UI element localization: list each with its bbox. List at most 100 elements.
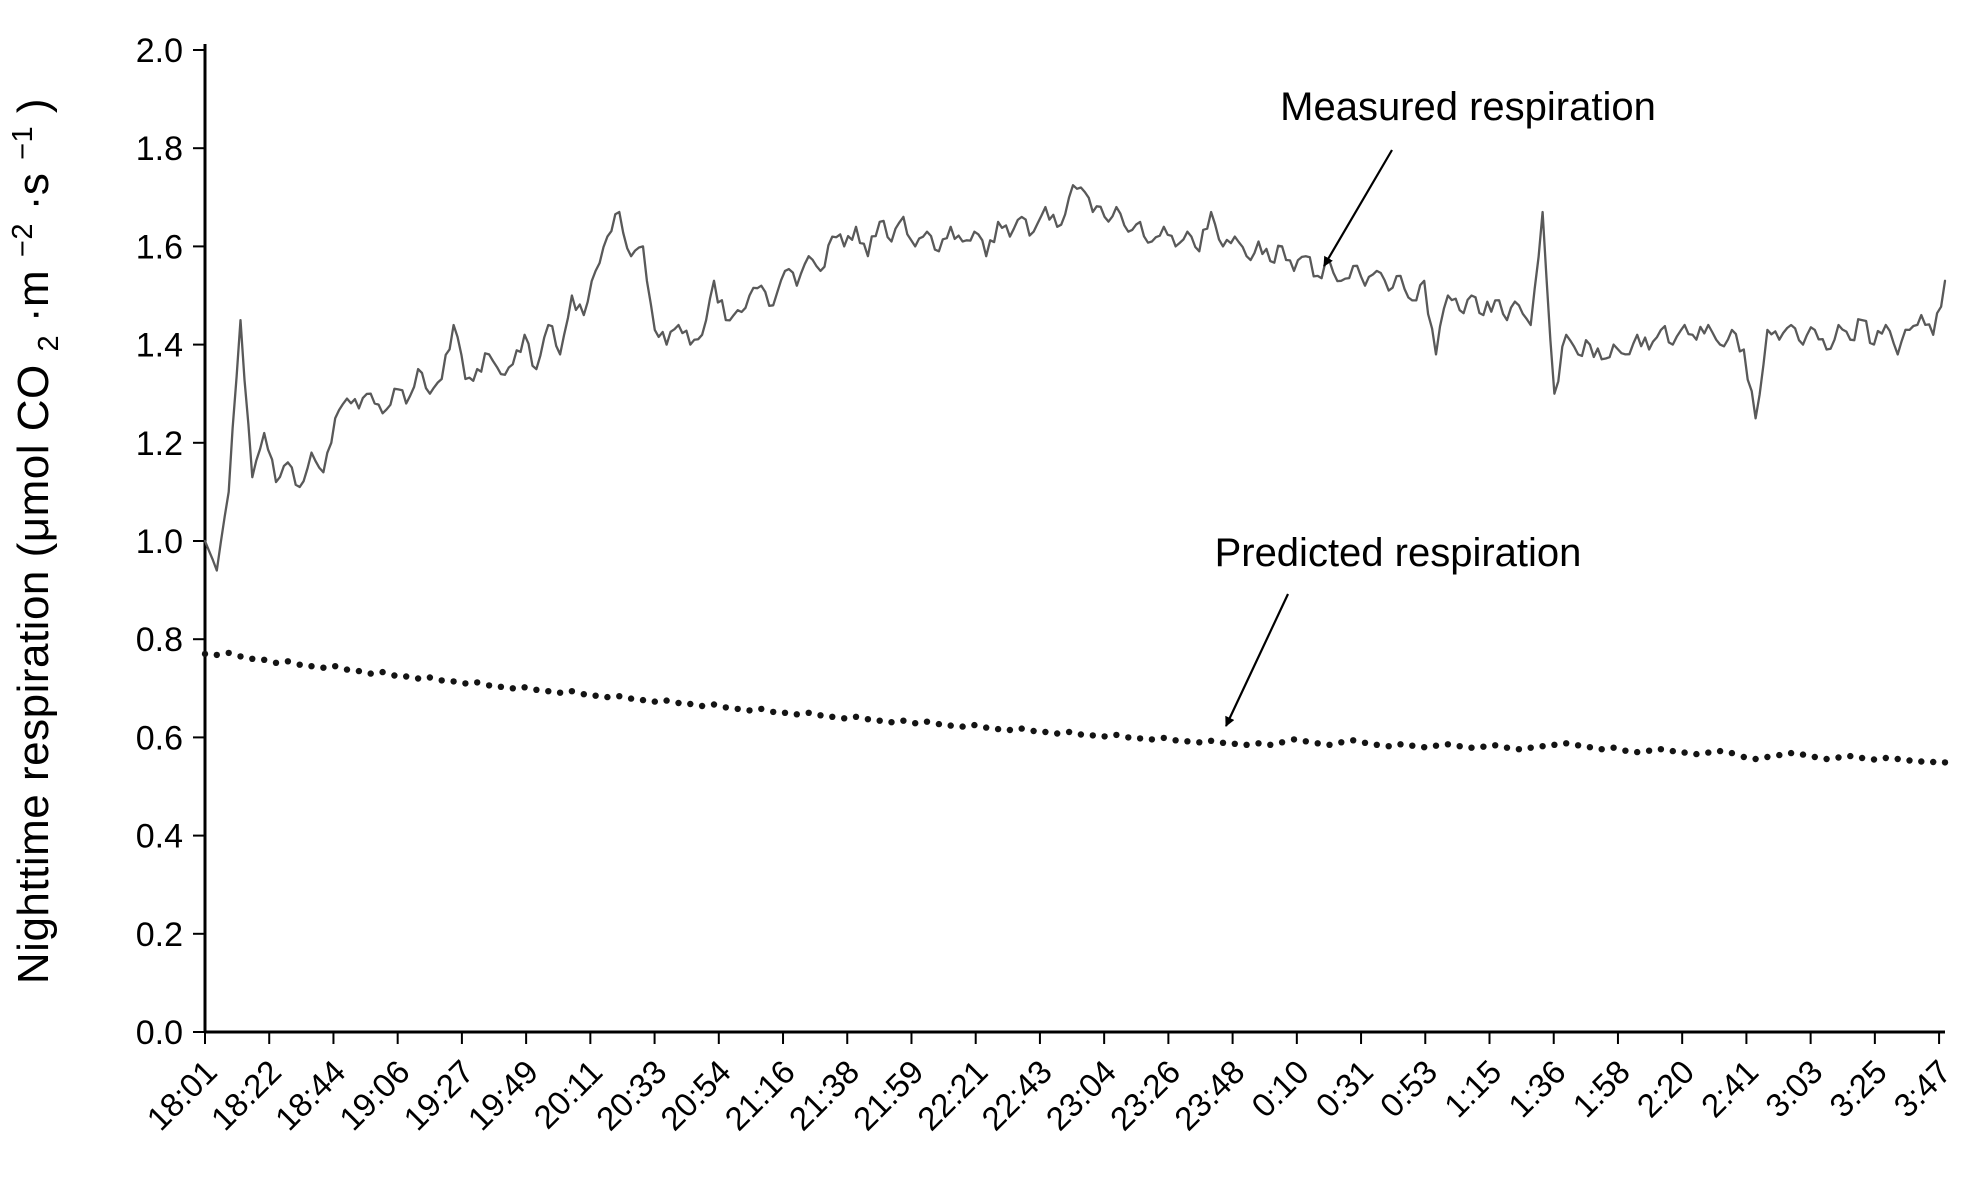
predicted-dot xyxy=(545,688,552,695)
predicted-dot xyxy=(876,717,883,724)
predicted-dot xyxy=(805,709,812,716)
predicted-dot xyxy=(1018,725,1025,732)
y-tick-label: 1.6 xyxy=(136,228,183,266)
predicted-dot xyxy=(1219,739,1227,746)
predicted-dot xyxy=(1787,749,1795,757)
y-tick-label: 1.2 xyxy=(136,425,183,463)
predicted-dot xyxy=(1054,730,1061,737)
predicted-dot xyxy=(1136,735,1144,742)
predicted-dot xyxy=(1065,728,1073,736)
x-tick-label: 0:31 xyxy=(1308,1053,1380,1125)
y-tick-label: 2.0 xyxy=(136,32,183,70)
predicted-dot xyxy=(1196,739,1203,746)
predicted-dot xyxy=(1432,742,1440,749)
x-tick-label: 21:16 xyxy=(717,1053,802,1138)
predicted-dot xyxy=(675,699,682,707)
predicted-dot xyxy=(888,719,895,726)
annotation-predicted-arrow xyxy=(1225,593,1289,727)
predicted-dot xyxy=(403,673,410,680)
predicted-dot xyxy=(1409,742,1416,749)
y-axis-title-part: ) xyxy=(9,98,58,113)
predicted-dot xyxy=(912,720,919,727)
predicted-dot xyxy=(261,656,268,663)
predicted-dot xyxy=(1799,751,1807,758)
y-tick-label: 0.8 xyxy=(136,621,183,659)
predicted-dot xyxy=(592,692,599,699)
predicted-dot xyxy=(1906,757,1913,764)
predicted-dot xyxy=(485,682,493,689)
x-tick-label: 18:01 xyxy=(139,1053,224,1138)
predicted-dot xyxy=(1492,742,1499,749)
predicted-dot xyxy=(450,678,457,685)
predicted-dot xyxy=(414,675,422,682)
predicted-dot xyxy=(1669,747,1677,755)
predicted-dot xyxy=(1835,754,1842,761)
predicted-dot xyxy=(249,655,256,662)
predicted-dot xyxy=(509,685,516,692)
predicted-dot xyxy=(687,700,694,708)
y-tick-label: 0.4 xyxy=(136,818,183,856)
predicted-dot xyxy=(651,698,658,705)
x-tick-label: 19:27 xyxy=(396,1053,481,1138)
predicted-dot xyxy=(521,684,528,691)
x-tick-label: 20:11 xyxy=(526,1053,609,1136)
predicted-dot xyxy=(935,720,943,728)
x-tick-label: 3:25 xyxy=(1822,1053,1894,1125)
predicted-dot xyxy=(1610,744,1617,751)
predicted-dot xyxy=(710,701,718,708)
x-tick-label: 2:20 xyxy=(1630,1053,1702,1125)
predicted-dot xyxy=(983,724,990,731)
x-tick-label: 20:33 xyxy=(589,1053,674,1138)
predicted-dot xyxy=(1645,747,1653,754)
predicted-dot xyxy=(1385,743,1392,750)
y-axis-title-part: ·m xyxy=(9,270,58,322)
predicted-dot xyxy=(1574,742,1582,749)
predicted-dot xyxy=(1314,740,1321,747)
predicted-dot xyxy=(201,650,209,658)
y-tick-label: 1.4 xyxy=(136,327,183,365)
x-tick-label: 0:10 xyxy=(1244,1053,1316,1125)
predicted-dot xyxy=(438,677,445,684)
y-axis-title: Nighttime respiration (μmol CO 2 ·m −2 ·… xyxy=(0,98,68,984)
predicted-dot xyxy=(1125,734,1132,741)
predicted-dot xyxy=(1480,743,1487,750)
predicted-dot xyxy=(1858,754,1866,762)
y-tick-label: 1.8 xyxy=(136,130,183,168)
predicted-dot xyxy=(1468,744,1475,751)
annotation-predicted: Predicted respiration xyxy=(1215,531,1582,727)
predicted-dot xyxy=(817,712,824,719)
predicted-dot xyxy=(1776,751,1783,759)
predicted-dot xyxy=(1361,739,1369,746)
predicted-dot xyxy=(1598,746,1605,753)
predicted-dot xyxy=(746,707,753,714)
x-tick-label: 18:22 xyxy=(204,1053,289,1138)
annotation-predicted-label: Predicted respiration xyxy=(1215,531,1582,575)
predicted-dot xyxy=(1634,748,1641,756)
predicted-dot xyxy=(1278,739,1286,746)
predicted-dot xyxy=(639,696,647,704)
predicted-dot xyxy=(663,697,670,704)
predicted-dot xyxy=(1622,747,1629,754)
predicted-dot xyxy=(1823,755,1830,763)
predicted-dot xyxy=(1551,741,1558,748)
predicted-dot xyxy=(959,723,966,730)
y-axis-title-sub: 2 xyxy=(33,335,65,352)
predicted-dot xyxy=(379,668,386,676)
predicted-dot xyxy=(391,672,398,679)
predicted-dot xyxy=(1693,750,1700,758)
x-tick-label: 18:44 xyxy=(268,1053,353,1138)
predicted-dot xyxy=(900,717,907,724)
predicted-dot xyxy=(296,661,303,668)
predicted-dot xyxy=(722,704,729,711)
predicted-dot xyxy=(1527,744,1534,751)
predicted-dot xyxy=(627,695,635,702)
y-axis-title-sup: −2 xyxy=(7,223,39,257)
predicted-dot xyxy=(474,679,481,686)
x-tick-label: 2:41 xyxy=(1694,1053,1766,1125)
predicted-dot xyxy=(947,722,954,729)
predicted-dot xyxy=(616,693,623,700)
y-tick-label: 0.0 xyxy=(136,1014,183,1052)
predicted-dot xyxy=(1870,756,1878,763)
predicted-dot xyxy=(284,658,292,665)
predicted-dot xyxy=(1882,754,1890,762)
